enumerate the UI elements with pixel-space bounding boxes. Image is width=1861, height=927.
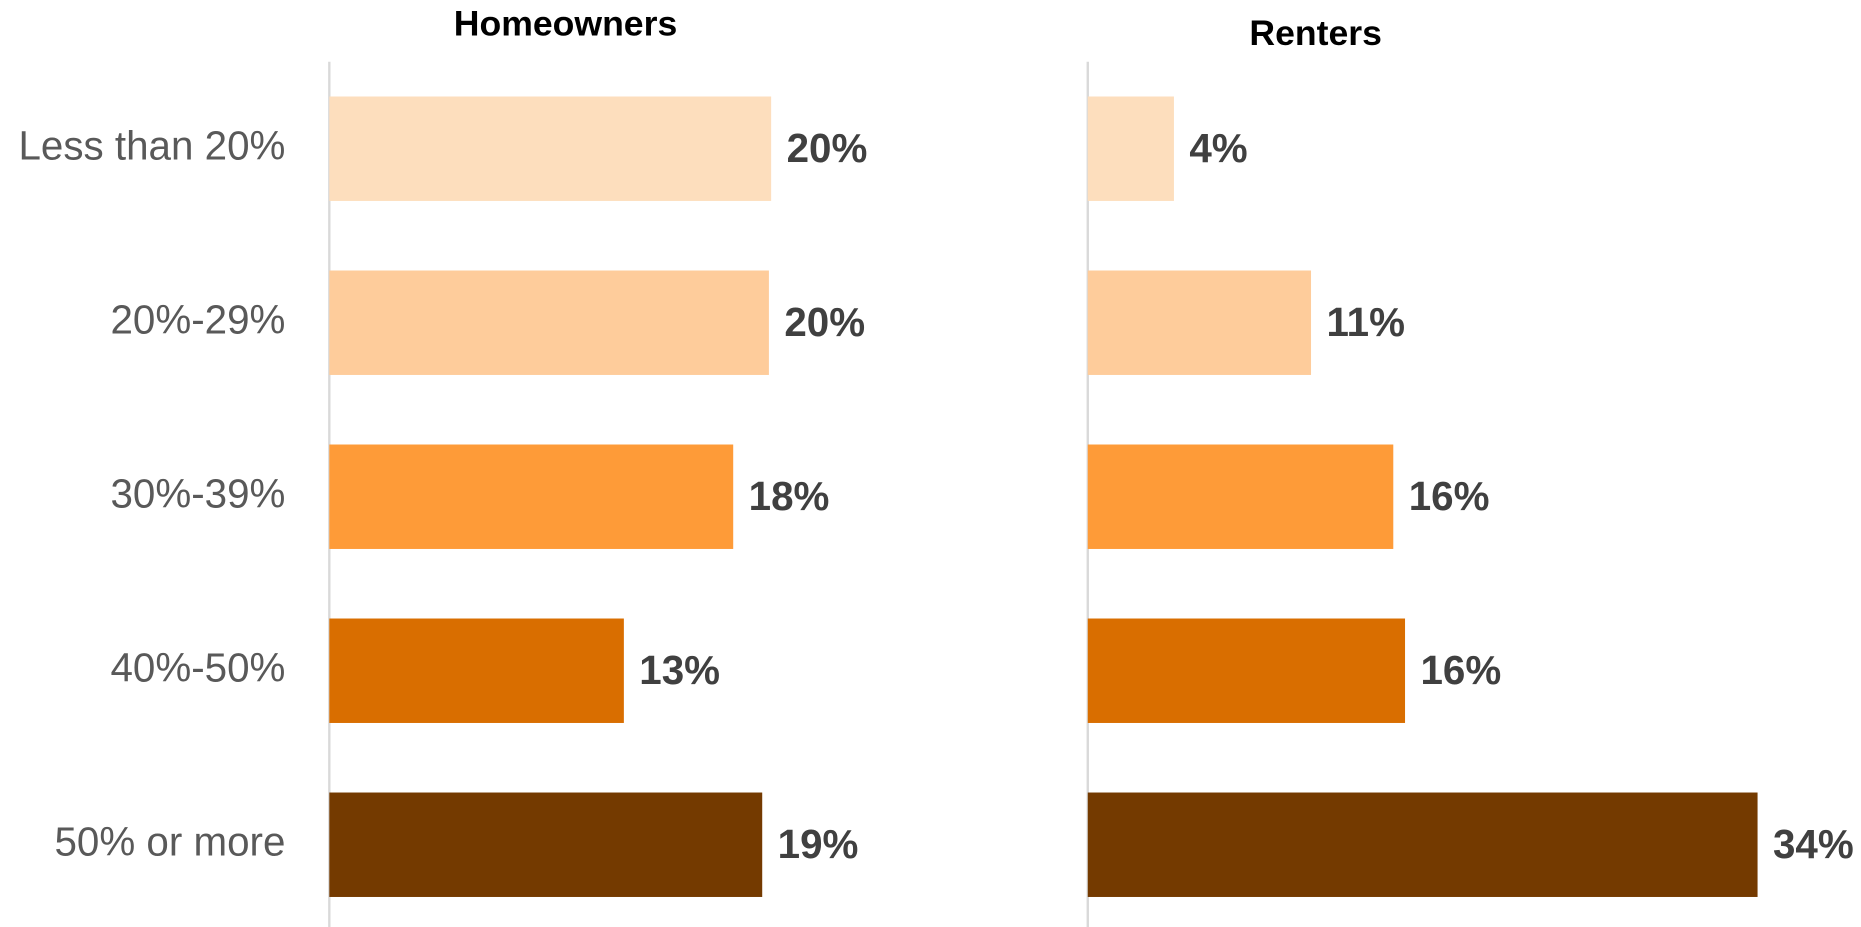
bar [1087, 618, 1406, 723]
data-label: 20% [784, 299, 865, 345]
y-tick-label: 40%-50% [110, 644, 285, 690]
bar [1087, 792, 1758, 897]
y-tick-label: 50% or more [54, 818, 285, 864]
chart-title: Renters [1249, 13, 1382, 53]
data-label: 34% [1773, 821, 1854, 867]
y-tick-label: Less than 20% [18, 122, 285, 168]
bar [329, 444, 734, 549]
data-label: 20% [787, 125, 868, 171]
bar [329, 618, 624, 723]
data-label: 16% [1420, 647, 1501, 693]
bar [329, 792, 763, 897]
bar [1087, 270, 1312, 375]
data-label: 11% [1326, 299, 1405, 345]
data-label: 19% [778, 821, 859, 867]
data-label: 13% [639, 647, 720, 693]
data-label: 4% [1189, 125, 1247, 171]
y-tick-label: 30%-39% [110, 470, 285, 516]
y-tick-label: 20%-29% [110, 296, 285, 342]
data-label: 18% [749, 473, 830, 519]
bar [1087, 444, 1394, 549]
bar [1087, 96, 1174, 201]
bar [329, 96, 772, 201]
chart-title: Homeowners [454, 4, 678, 44]
data-label: 16% [1409, 473, 1490, 519]
bar [329, 270, 769, 375]
